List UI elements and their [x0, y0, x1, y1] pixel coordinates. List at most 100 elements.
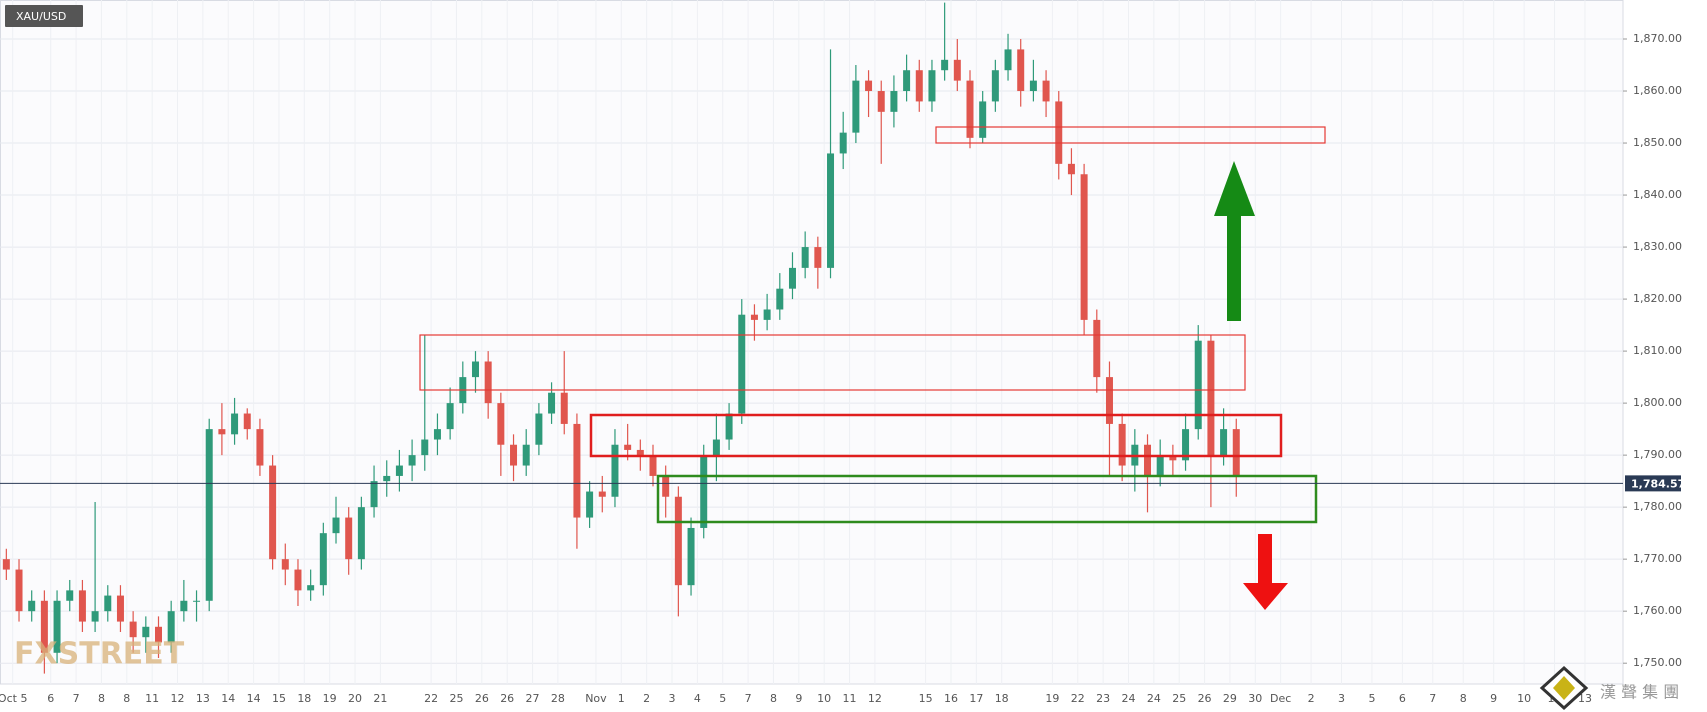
up-arrow — [1214, 161, 1255, 321]
candle-body — [738, 314, 746, 414]
candle-body — [484, 361, 492, 404]
x-tick-label: 22 — [1071, 692, 1085, 705]
candle-body — [890, 91, 898, 112]
x-tick-label: Oct 5 — [0, 692, 27, 705]
candle-body — [1067, 163, 1075, 175]
candle-body — [1220, 429, 1228, 456]
candle-body — [1194, 340, 1202, 430]
x-tick-label: 5 — [1368, 692, 1375, 705]
candle-body — [294, 569, 302, 591]
candle-body — [522, 444, 530, 466]
candle-body — [573, 423, 581, 518]
last-price-label: 1,784.57 — [1631, 477, 1685, 490]
x-tick-label: 9 — [1490, 692, 1497, 705]
candle-body — [687, 527, 695, 586]
x-tick-label: 25 — [1172, 692, 1186, 705]
candle-body — [471, 361, 479, 378]
candle-body — [953, 59, 961, 81]
y-tick-label: 1,770.00 — [1633, 552, 1682, 565]
candle-body — [142, 626, 150, 638]
candle-body — [535, 413, 543, 445]
candle-body — [966, 80, 974, 138]
candle-body — [269, 465, 277, 560]
candle-body — [433, 429, 441, 440]
candle-body — [712, 439, 720, 456]
axes: 1,750.00 1,760.00 1,770.00 1,780.00 1,790.00… — [0, 32, 1685, 705]
candle-body — [370, 481, 378, 508]
x-tick-label: 1 — [618, 692, 625, 705]
candle-body — [1004, 49, 1012, 71]
candle-body — [877, 91, 885, 112]
candle-body — [446, 403, 454, 430]
candle-body — [28, 600, 36, 612]
y-tick-label: 1,860.00 — [1633, 84, 1682, 97]
down-arrow — [1243, 534, 1288, 610]
x-tick-label: 15 — [919, 692, 933, 705]
x-tick-label: 18 — [995, 692, 1009, 705]
candle-body — [827, 153, 835, 268]
candle-body — [332, 517, 340, 534]
candle-body — [674, 496, 682, 586]
candle-body — [915, 70, 923, 102]
candle-body — [167, 611, 175, 643]
y-tick-label: 1,870.00 — [1633, 32, 1682, 45]
x-tick-label: 18 — [297, 692, 311, 705]
candle-body — [281, 559, 289, 570]
x-tick-label: 13 — [1578, 692, 1592, 705]
x-tick-label: 6 — [47, 692, 54, 705]
candle-body — [66, 590, 74, 601]
candle-body — [408, 455, 416, 466]
x-tick-label: 28 — [551, 692, 565, 705]
plot-area — [0, 0, 1624, 685]
candle-body — [154, 626, 162, 643]
x-tick-label: 8 — [1460, 692, 1467, 705]
x-tick-label: 7 — [1429, 692, 1436, 705]
y-tick-label: 1,850.00 — [1633, 136, 1682, 149]
x-tick-label: 24 — [1121, 692, 1135, 705]
candle-body — [1055, 101, 1063, 164]
y-tick-label: 1,830.00 — [1633, 240, 1682, 253]
x-tick-label: 26 — [475, 692, 489, 705]
support-zone — [656, 474, 1318, 524]
x-tick-label: 14 — [221, 692, 235, 705]
x-tick-label: 7 — [745, 692, 752, 705]
logo-icon — [1553, 676, 1575, 700]
x-tick-label: 19 — [1045, 692, 1059, 705]
x-tick-label: 8 — [98, 692, 105, 705]
candle-body — [928, 70, 936, 102]
x-tick-label: 5 — [719, 692, 726, 705]
candle-body — [497, 403, 505, 445]
candle-body — [205, 429, 213, 601]
candle-body — [383, 475, 391, 482]
watermark: FXSTREET — [14, 637, 185, 672]
candle-body — [1105, 377, 1113, 424]
x-tick-label: Dec — [1270, 692, 1291, 705]
candle-body — [991, 70, 999, 102]
candle-body — [218, 429, 226, 435]
candle-body — [1080, 174, 1088, 320]
candle-body — [53, 600, 61, 653]
x-tick-label: 17 — [969, 692, 983, 705]
candle-body — [979, 101, 987, 138]
candle-body — [180, 600, 188, 612]
y-tick-label: 1,760.00 — [1633, 604, 1682, 617]
candle-body — [243, 413, 251, 430]
x-tick-label: 20 — [348, 692, 362, 705]
logo — [1539, 665, 1589, 711]
candle-body — [40, 600, 48, 653]
candle-body — [814, 247, 822, 268]
x-tick-label: 11 — [843, 692, 857, 705]
x-tick-label: 13 — [196, 692, 210, 705]
candle-body — [421, 439, 429, 456]
candle-body — [941, 59, 949, 71]
candle-body — [903, 70, 911, 92]
y-tick-label: 1,810.00 — [1633, 344, 1682, 357]
x-tick-label: 16 — [944, 692, 958, 705]
candle-body — [865, 80, 873, 92]
x-tick-label: 10 — [817, 692, 831, 705]
x-tick-label: 11 — [145, 692, 159, 705]
x-tick-label: 8 — [123, 692, 130, 705]
x-tick-label: 22 — [424, 692, 438, 705]
